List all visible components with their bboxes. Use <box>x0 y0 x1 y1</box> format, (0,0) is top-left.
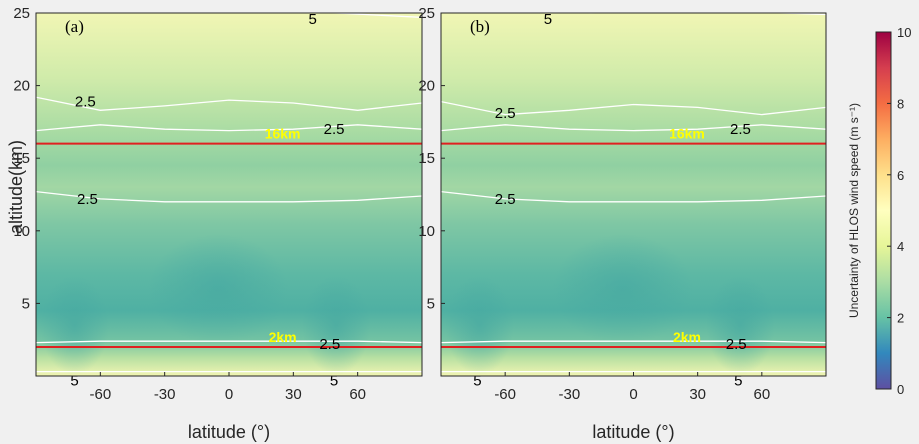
x-axis: -60 -30 0 30 60 <box>89 372 366 403</box>
colorbar-tick-label: 2 <box>897 311 904 326</box>
y-tick-label: 10 <box>418 223 435 240</box>
colorbar-scale <box>875 31 892 390</box>
colorbar-label: Uncertainty of HLOS wind speed (m s⁻¹) <box>847 103 861 318</box>
contour-label: 5 <box>473 372 481 389</box>
contour-line <box>441 340 826 344</box>
altitude-annotation: 2km <box>269 329 297 345</box>
x-tick-label: 30 <box>285 386 302 403</box>
y-tick-label: 20 <box>13 78 30 95</box>
y-tick-label: 15 <box>13 150 30 167</box>
contour-label: 2.5 <box>495 191 516 208</box>
contour-line <box>441 190 826 203</box>
x-axis-label: latitude (°) <box>592 422 674 442</box>
x-tick-label: 60 <box>753 386 770 403</box>
x-tick-label: -60 <box>89 386 111 403</box>
field-core <box>302 275 371 376</box>
altitude-annotation: 16km <box>265 126 301 142</box>
y-axis-label: altitude(km) <box>6 140 26 234</box>
y-tick-label: 15 <box>418 150 435 167</box>
contour-label: 5 <box>544 11 552 28</box>
y-tick-label: 10 <box>13 223 30 240</box>
contour-label: 2.5 <box>324 121 345 138</box>
x-axis: -60 -30 0 30 60 <box>494 372 770 403</box>
panel-label: (b) <box>470 17 490 36</box>
field-core <box>552 233 693 344</box>
contour-lines <box>36 13 422 373</box>
colorbar-tick-label: 0 <box>897 382 904 397</box>
contour-line <box>36 96 422 111</box>
y-axis: 5 10 15 20 25 <box>13 5 40 312</box>
contour-label: 2.5 <box>75 94 96 111</box>
altitude-annotation: 2km <box>673 329 701 345</box>
x-tick-label: -30 <box>154 386 176 403</box>
x-tick-label: 30 <box>689 386 706 403</box>
contour-label: 2.5 <box>77 191 98 208</box>
contour-field <box>441 13 826 376</box>
contour-lines <box>441 13 826 373</box>
field-core <box>148 233 289 344</box>
contour-line <box>36 190 422 203</box>
field-core <box>445 275 514 376</box>
field-core <box>40 275 109 376</box>
colorbar-tick-label: 10 <box>897 25 911 40</box>
contour-field <box>36 13 422 376</box>
contour-label: 5 <box>734 372 742 389</box>
panel-label: (a) <box>65 17 84 36</box>
altitude-annotation: 16km <box>669 126 705 142</box>
y-tick-label: 25 <box>13 5 30 22</box>
y-tick-label: 20 <box>418 78 435 95</box>
contour-line <box>36 340 422 344</box>
contour-label: 2.5 <box>730 121 751 138</box>
x-tick-label: 0 <box>629 386 637 403</box>
colorbar-tick-label: 8 <box>897 96 904 111</box>
contour-label: 5 <box>308 11 316 28</box>
colorbar: 0 2 4 6 8 10 Uncertainty of HLOS wind speed (m… <box>847 25 911 397</box>
colorbar-tick-label: 6 <box>897 168 904 183</box>
x-tick-label: 60 <box>349 386 366 403</box>
panel-a: 5 2.5 2.5 2.5 2.5 5 5 16km 2km -60 -30 0 30 60 latitud… <box>13 5 423 442</box>
contour-line <box>308 13 422 19</box>
y-tick-label: 5 <box>22 295 30 312</box>
field-core <box>706 275 775 376</box>
y-axis: 5 10 15 20 25 <box>418 5 445 312</box>
x-axis-label: latitude (°) <box>188 422 270 442</box>
y-tick-label: 25 <box>418 5 435 22</box>
contour-label: 2.5 <box>726 336 747 353</box>
x-tick-label: -60 <box>494 386 516 403</box>
contour-line <box>441 124 826 132</box>
contour-label: 2.5 <box>319 336 340 353</box>
contour-line <box>36 124 422 132</box>
x-tick-label: 0 <box>225 386 233 403</box>
contour-label: 2.5 <box>495 105 516 122</box>
x-tick-label: -30 <box>558 386 580 403</box>
colorbar-tick-label: 4 <box>897 239 904 254</box>
panel-b: 5 2.5 2.5 2.5 2.5 5 5 16km 2km -60 -30 0 30 60 latitud… <box>418 5 827 442</box>
contour-label: 5 <box>330 372 338 389</box>
y-tick-label: 5 <box>427 295 435 312</box>
contour-label: 5 <box>70 372 78 389</box>
contour-line <box>441 100 826 116</box>
